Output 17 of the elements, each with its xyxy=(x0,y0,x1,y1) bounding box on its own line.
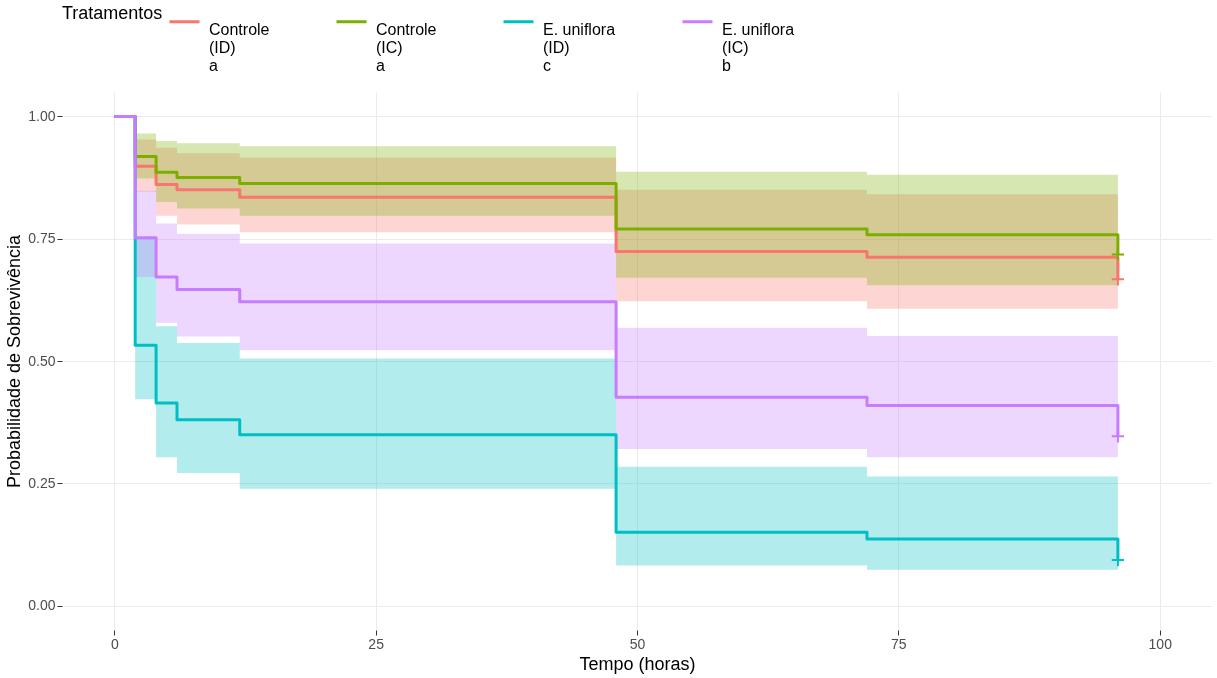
y-axis-title: Probabilidade de Sobrevivência xyxy=(4,233,25,489)
y-tick-label: 0.50 xyxy=(28,352,56,369)
y-tick-label: 0.75 xyxy=(28,230,56,247)
legend-label: E. uniflora (ID) c xyxy=(543,20,616,74)
legend-label: Controle (ID) a xyxy=(209,20,270,74)
x-tick-label: 0 xyxy=(110,635,119,652)
legend-title: Tratamentos xyxy=(62,3,163,23)
y-tick-label: 0.25 xyxy=(28,474,56,491)
x-tick-label: 25 xyxy=(368,635,385,652)
x-tick-label: 75 xyxy=(891,635,907,652)
y-tick-label: 0.00 xyxy=(28,597,56,614)
legend-label: E. uniflora (IC) b xyxy=(722,20,795,74)
y-tick-label: 1.00 xyxy=(28,107,56,124)
x-tick-label: 50 xyxy=(629,635,646,652)
x-axis-title: Tempo (horas) xyxy=(579,653,696,674)
x-tick-label: 100 xyxy=(1148,635,1173,652)
legend-label: Controle (IC) a xyxy=(376,20,437,74)
